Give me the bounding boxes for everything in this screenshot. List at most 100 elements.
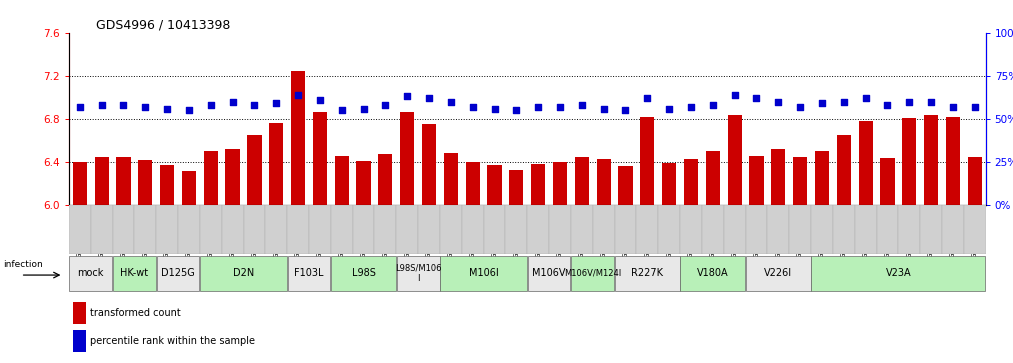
Bar bbox=[269, 123, 284, 363]
Point bbox=[966, 104, 983, 110]
Bar bbox=[73, 302, 86, 323]
FancyBboxPatch shape bbox=[288, 256, 330, 291]
Point bbox=[726, 92, 743, 98]
Text: M106V/M124I: M106V/M124I bbox=[564, 269, 621, 278]
Bar bbox=[291, 72, 305, 363]
Point bbox=[683, 104, 699, 110]
Bar bbox=[553, 162, 567, 363]
Bar bbox=[73, 330, 86, 352]
FancyBboxPatch shape bbox=[811, 256, 986, 291]
Bar bbox=[422, 124, 437, 363]
Text: D2N: D2N bbox=[233, 268, 254, 278]
Bar bbox=[309, 205, 331, 254]
Bar bbox=[69, 205, 91, 254]
Point bbox=[770, 99, 786, 105]
Point bbox=[93, 102, 109, 108]
Bar bbox=[204, 151, 218, 363]
Bar bbox=[706, 151, 720, 363]
Bar bbox=[531, 164, 545, 363]
FancyBboxPatch shape bbox=[615, 256, 680, 291]
Bar bbox=[510, 170, 524, 363]
Point bbox=[290, 92, 306, 98]
Bar bbox=[135, 205, 156, 254]
Bar bbox=[746, 205, 768, 254]
Bar bbox=[571, 205, 593, 254]
Point bbox=[902, 99, 918, 105]
Point bbox=[596, 106, 612, 111]
Point bbox=[923, 99, 939, 105]
Bar bbox=[814, 151, 829, 363]
FancyBboxPatch shape bbox=[331, 256, 396, 291]
Bar bbox=[156, 205, 178, 254]
Bar bbox=[768, 205, 789, 254]
Text: V180A: V180A bbox=[697, 268, 728, 278]
Bar bbox=[116, 156, 131, 363]
Bar bbox=[702, 205, 723, 254]
Point bbox=[465, 104, 481, 110]
Point bbox=[552, 104, 568, 110]
Bar bbox=[811, 205, 833, 254]
Point bbox=[356, 106, 372, 111]
FancyBboxPatch shape bbox=[397, 256, 440, 291]
FancyBboxPatch shape bbox=[201, 256, 287, 291]
Point bbox=[813, 101, 830, 106]
Point bbox=[836, 99, 852, 105]
Text: D125G: D125G bbox=[161, 268, 194, 278]
Text: percentile rank within the sample: percentile rank within the sample bbox=[90, 336, 255, 346]
Text: V23A: V23A bbox=[885, 268, 911, 278]
Bar bbox=[858, 121, 872, 363]
Bar bbox=[793, 156, 807, 363]
Bar bbox=[750, 155, 764, 363]
Bar bbox=[466, 162, 480, 363]
Text: F103L: F103L bbox=[294, 268, 324, 278]
Bar bbox=[182, 171, 197, 363]
Bar bbox=[400, 113, 414, 363]
Bar bbox=[574, 156, 589, 363]
FancyBboxPatch shape bbox=[746, 256, 810, 291]
Text: L98S/M106
I: L98S/M106 I bbox=[395, 264, 442, 283]
Bar bbox=[899, 205, 920, 254]
Bar bbox=[200, 205, 222, 254]
Bar bbox=[593, 205, 615, 254]
Bar bbox=[487, 165, 501, 363]
Bar bbox=[855, 205, 876, 254]
Text: mock: mock bbox=[78, 268, 104, 278]
Bar bbox=[357, 161, 371, 363]
Point bbox=[857, 95, 873, 101]
Text: M106I: M106I bbox=[469, 268, 498, 278]
Text: L98S: L98S bbox=[352, 268, 376, 278]
Point bbox=[225, 99, 241, 105]
Bar bbox=[618, 166, 632, 363]
Text: V226I: V226I bbox=[764, 268, 792, 278]
Bar bbox=[222, 205, 243, 254]
Bar bbox=[658, 205, 680, 254]
FancyBboxPatch shape bbox=[113, 256, 156, 291]
Point bbox=[705, 102, 721, 108]
Bar bbox=[73, 162, 87, 363]
Point bbox=[443, 99, 459, 105]
Bar bbox=[243, 205, 265, 254]
Bar bbox=[528, 205, 549, 254]
Bar bbox=[160, 165, 174, 363]
Point bbox=[421, 95, 438, 101]
Bar bbox=[946, 117, 960, 363]
Bar bbox=[418, 205, 440, 254]
Bar bbox=[444, 153, 458, 363]
Bar bbox=[967, 156, 982, 363]
Bar bbox=[833, 205, 855, 254]
Point bbox=[509, 107, 525, 113]
Bar bbox=[920, 205, 942, 254]
Bar bbox=[942, 205, 963, 254]
Text: M106V: M106V bbox=[533, 268, 566, 278]
Point bbox=[573, 102, 590, 108]
Bar bbox=[378, 154, 392, 363]
Bar bbox=[615, 205, 636, 254]
Bar bbox=[226, 149, 240, 363]
Bar bbox=[91, 205, 112, 254]
Point bbox=[159, 106, 175, 111]
Point bbox=[617, 107, 633, 113]
Point bbox=[246, 102, 262, 108]
Bar bbox=[331, 205, 353, 254]
Bar bbox=[265, 205, 287, 254]
Point bbox=[530, 104, 546, 110]
